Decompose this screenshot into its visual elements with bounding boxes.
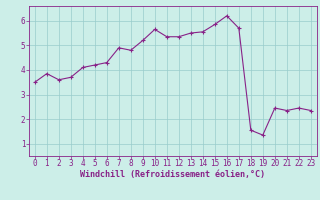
X-axis label: Windchill (Refroidissement éolien,°C): Windchill (Refroidissement éolien,°C): [80, 170, 265, 179]
